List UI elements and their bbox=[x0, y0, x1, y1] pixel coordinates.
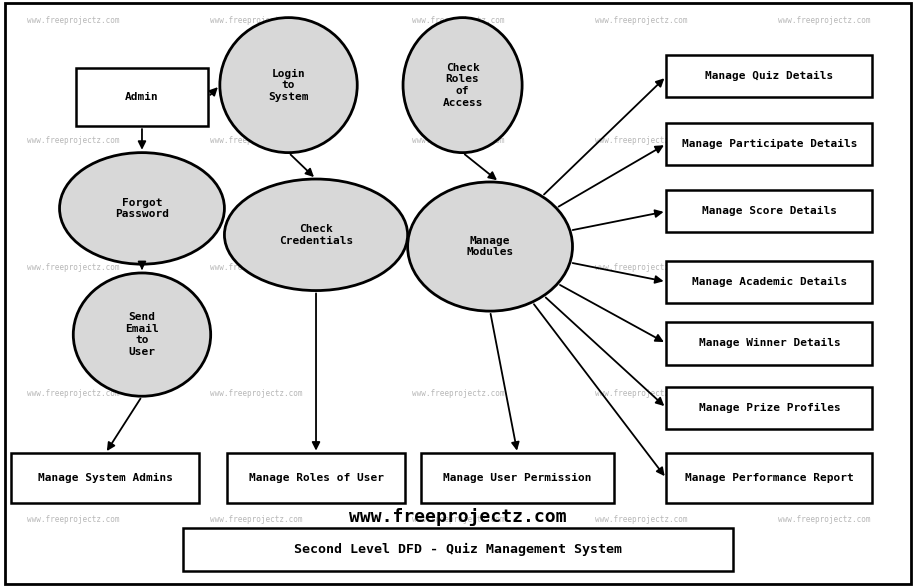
Ellipse shape bbox=[224, 179, 408, 291]
Text: www.freeprojectz.com: www.freeprojectz.com bbox=[349, 508, 567, 525]
Text: www.freeprojectz.com: www.freeprojectz.com bbox=[27, 389, 119, 398]
FancyBboxPatch shape bbox=[666, 387, 872, 429]
FancyBboxPatch shape bbox=[666, 55, 872, 97]
Text: www.freeprojectz.com: www.freeprojectz.com bbox=[211, 136, 302, 146]
Text: www.freeprojectz.com: www.freeprojectz.com bbox=[595, 262, 687, 272]
Text: Manage Roles of User: Manage Roles of User bbox=[248, 473, 384, 484]
Text: www.freeprojectz.com: www.freeprojectz.com bbox=[211, 262, 302, 272]
Text: Send
Email
to
User: Send Email to User bbox=[125, 312, 158, 357]
Text: Manage Participate Details: Manage Participate Details bbox=[682, 139, 857, 149]
Text: Manage User Permission: Manage User Permission bbox=[443, 473, 592, 484]
FancyBboxPatch shape bbox=[75, 68, 208, 126]
Text: Manage Winner Details: Manage Winner Details bbox=[699, 338, 840, 349]
Text: www.freeprojectz.com: www.freeprojectz.com bbox=[27, 136, 119, 146]
Text: www.freeprojectz.com: www.freeprojectz.com bbox=[412, 136, 504, 146]
Text: www.freeprojectz.com: www.freeprojectz.com bbox=[779, 515, 870, 524]
Text: Manage
Modules: Manage Modules bbox=[466, 236, 514, 257]
Text: Manage Score Details: Manage Score Details bbox=[702, 206, 837, 217]
Ellipse shape bbox=[403, 18, 522, 153]
Text: Manage System Admins: Manage System Admins bbox=[38, 473, 173, 484]
FancyBboxPatch shape bbox=[183, 528, 733, 571]
FancyBboxPatch shape bbox=[421, 453, 614, 504]
Text: www.freeprojectz.com: www.freeprojectz.com bbox=[595, 389, 687, 398]
Text: Manage Prize Profiles: Manage Prize Profiles bbox=[699, 403, 840, 413]
FancyBboxPatch shape bbox=[666, 123, 872, 165]
FancyBboxPatch shape bbox=[226, 453, 405, 504]
Text: www.freeprojectz.com: www.freeprojectz.com bbox=[27, 262, 119, 272]
Text: Admin: Admin bbox=[125, 92, 158, 102]
Text: www.freeprojectz.com: www.freeprojectz.com bbox=[779, 136, 870, 146]
Text: www.freeprojectz.com: www.freeprojectz.com bbox=[412, 515, 504, 524]
Text: Check
Credentials: Check Credentials bbox=[278, 224, 354, 245]
FancyBboxPatch shape bbox=[666, 261, 872, 303]
Text: www.freeprojectz.com: www.freeprojectz.com bbox=[595, 136, 687, 146]
Text: Second Level DFD - Quiz Management System: Second Level DFD - Quiz Management Syste… bbox=[294, 543, 622, 556]
Text: Manage Academic Details: Manage Academic Details bbox=[692, 276, 847, 287]
Text: www.freeprojectz.com: www.freeprojectz.com bbox=[412, 389, 504, 398]
Text: Manage Quiz Details: Manage Quiz Details bbox=[705, 71, 834, 82]
Text: www.freeprojectz.com: www.freeprojectz.com bbox=[211, 389, 302, 398]
Text: www.freeprojectz.com: www.freeprojectz.com bbox=[211, 16, 302, 25]
FancyBboxPatch shape bbox=[666, 190, 872, 232]
Text: Forgot
Password: Forgot Password bbox=[115, 198, 169, 219]
Text: www.freeprojectz.com: www.freeprojectz.com bbox=[595, 515, 687, 524]
Text: www.freeprojectz.com: www.freeprojectz.com bbox=[779, 389, 870, 398]
Text: www.freeprojectz.com: www.freeprojectz.com bbox=[27, 16, 119, 25]
Ellipse shape bbox=[408, 182, 572, 311]
Text: www.freeprojectz.com: www.freeprojectz.com bbox=[412, 16, 504, 25]
Text: www.freeprojectz.com: www.freeprojectz.com bbox=[412, 262, 504, 272]
Text: www.freeprojectz.com: www.freeprojectz.com bbox=[27, 515, 119, 524]
FancyBboxPatch shape bbox=[666, 453, 872, 504]
FancyBboxPatch shape bbox=[12, 453, 199, 504]
Text: Login
to
System: Login to System bbox=[268, 69, 309, 102]
Text: Manage Performance Report: Manage Performance Report bbox=[685, 473, 854, 484]
Text: www.freeprojectz.com: www.freeprojectz.com bbox=[779, 262, 870, 272]
Ellipse shape bbox=[73, 273, 211, 396]
Text: Check
Roles
of
Access: Check Roles of Access bbox=[442, 63, 483, 107]
Ellipse shape bbox=[220, 18, 357, 153]
Ellipse shape bbox=[60, 153, 224, 264]
Text: www.freeprojectz.com: www.freeprojectz.com bbox=[211, 515, 302, 524]
Text: www.freeprojectz.com: www.freeprojectz.com bbox=[779, 16, 870, 25]
FancyBboxPatch shape bbox=[666, 322, 872, 365]
Text: www.freeprojectz.com: www.freeprojectz.com bbox=[595, 16, 687, 25]
